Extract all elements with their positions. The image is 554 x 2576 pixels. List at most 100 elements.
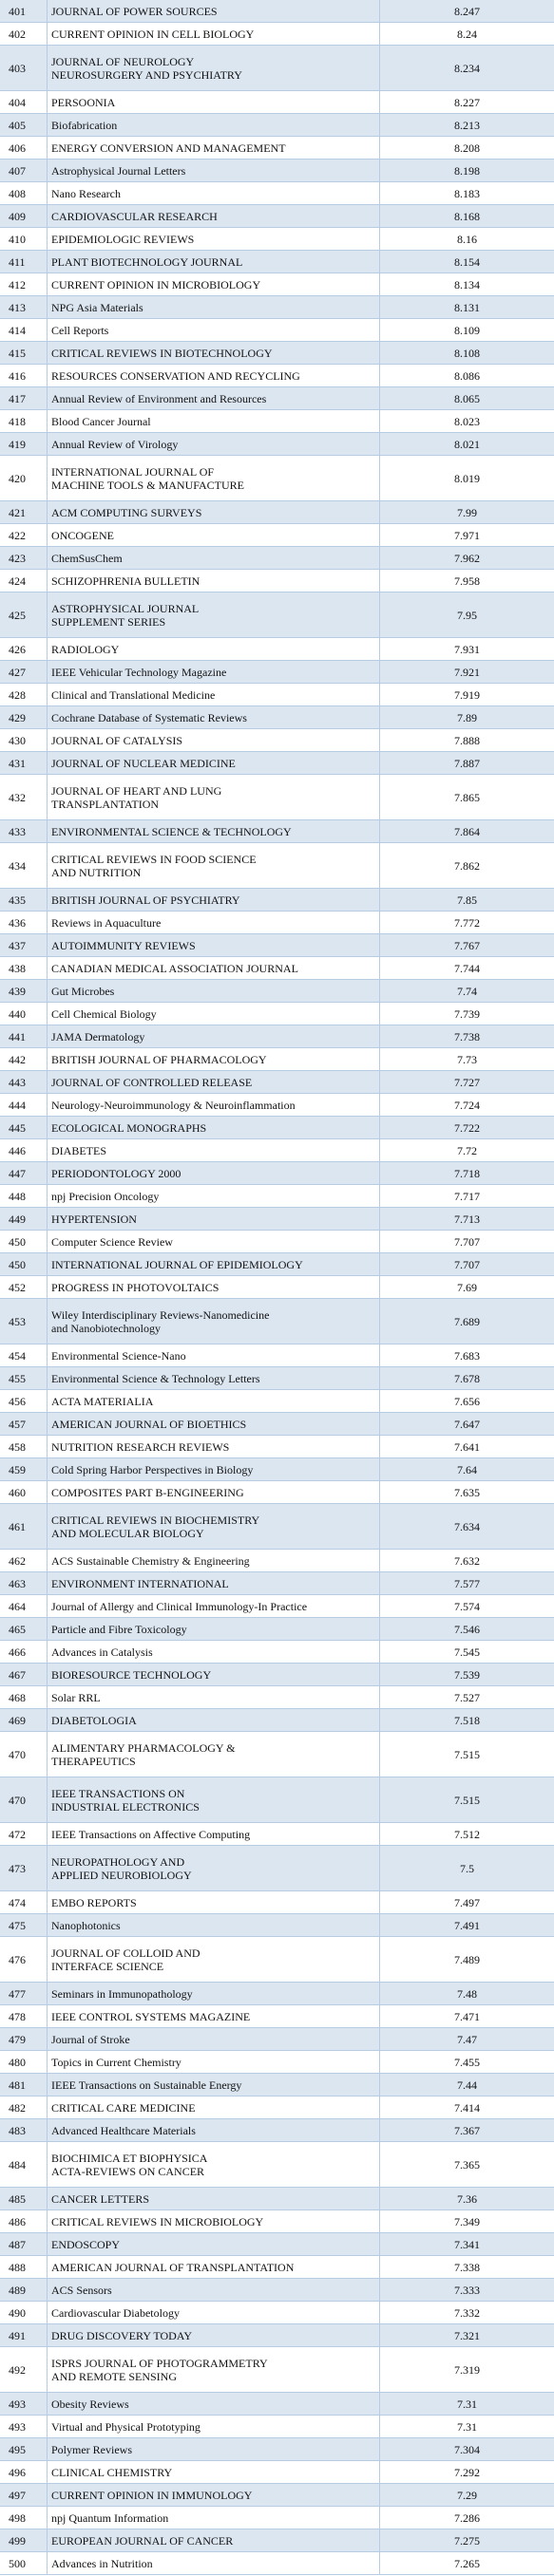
table-row: 473 NEUROPATHOLOGY AND APPLIED NEUROBIOLOG… (0, 1846, 554, 1891)
rank: 498 (9, 2510, 26, 2525)
journal-name: BIORESOURCE TECHNOLOGY (51, 1667, 212, 1682)
journal-cell: IEEE CONTROL SYSTEMS MAGAZINE (48, 2005, 380, 2027)
rank: 486 (9, 2214, 26, 2228)
journal-name: CARDIOVASCULAR RESEARCH (51, 209, 218, 223)
rank: 438 (9, 961, 26, 975)
impact-factor: 7.632 (454, 1553, 480, 1568)
table-row: 410 EPIDEMIOLOGIC REVIEWS 8.16 (0, 228, 554, 251)
journal-cell: CANCER LETTERS (48, 2188, 380, 2209)
journal-cell: NEUROPATHOLOGY AND APPLIED NEUROBIOLOGY (48, 1846, 380, 1890)
rank-cell: 433 (0, 820, 48, 842)
impact-factor: 8.086 (454, 368, 480, 383)
rank-cell: 423 (0, 547, 48, 569)
impact-factor: 7.647 (454, 1417, 480, 1431)
journal-name: Cell Reports (51, 323, 109, 337)
impact-factor: 7.512 (454, 1827, 480, 1841)
journal-name: Solar RRL (51, 1690, 101, 1704)
value-cell: 7.546 (380, 1618, 554, 1640)
journal-name: Virtual and Physical Prototyping (51, 2419, 201, 2434)
value-cell: 7.48 (380, 1983, 554, 2004)
rank-cell: 467 (0, 1664, 48, 1685)
rank: 456 (9, 1394, 26, 1408)
impact-factor: 7.767 (454, 938, 480, 952)
journal-cell: AMERICAN JOURNAL OF TRANSPLANTATION (48, 2256, 380, 2278)
value-cell: 8.131 (380, 296, 554, 318)
journal-name: PLANT BIOTECHNOLOGY JOURNAL (51, 254, 243, 269)
table-row: 493 Virtual and Physical Prototyping 7.31 (0, 2416, 554, 2438)
impact-factor: 8.109 (454, 323, 480, 337)
journal-name: ENERGY CONVERSION AND MANAGEMENT (51, 141, 286, 155)
rank-cell: 440 (0, 1003, 48, 1025)
rank-cell: 498 (0, 2507, 48, 2529)
table-row: 479 Journal of Stroke 7.47 (0, 2028, 554, 2051)
journal-name: Polymer Reviews (51, 2442, 132, 2456)
table-row: 437 AUTOIMMUNITY REVIEWS 7.767 (0, 934, 554, 957)
table-row: 447 PERIODONTOLOGY 2000 7.718 (0, 1162, 554, 1185)
journal-cell: EMBO REPORTS (48, 1891, 380, 1913)
table-row: 470 IEEE TRANSACTIONS ON INDUSTRIAL ELECTR… (0, 1777, 554, 1823)
journal-cell: Clinical and Translational Medicine (48, 684, 380, 705)
journal-cell: Cell Chemical Biology (48, 1003, 380, 1025)
table-row: 461 CRITICAL REVIEWS IN BIOCHEMISTRY AND M… (0, 1504, 554, 1550)
value-cell: 8.108 (380, 342, 554, 364)
value-cell: 7.772 (380, 912, 554, 933)
journal-cell: Wiley Interdisciplinary Reviews-Nanomedi… (48, 1299, 380, 1344)
journal-name: Advances in Nutrition (51, 2556, 153, 2570)
rank-cell: 474 (0, 1891, 48, 1913)
value-cell: 7.577 (380, 1572, 554, 1594)
rank: 437 (9, 938, 26, 952)
value-cell: 7.718 (380, 1162, 554, 1184)
table-row: 426 RADIOLOGY 7.931 (0, 638, 554, 661)
rank-cell: 412 (0, 273, 48, 295)
rank: 417 (9, 391, 26, 405)
journal-name: CURRENT OPINION IN IMMUNOLOGY (51, 2488, 253, 2502)
table-row: 422 ONCOGENE 7.971 (0, 524, 554, 547)
value-cell: 8.247 (380, 0, 554, 22)
journal-name: AMERICAN JOURNAL OF TRANSPLANTATION (51, 2260, 295, 2274)
journal-name: Topics in Current Chemistry (51, 2055, 181, 2069)
rank-cell: 469 (0, 1709, 48, 1731)
rank: 500 (9, 2556, 26, 2570)
impact-factor: 7.656 (454, 1394, 480, 1408)
rank-cell: 450 (0, 1253, 48, 1275)
value-cell: 7.767 (380, 934, 554, 956)
journal-name: Cold Spring Harbor Perspectives in Biolo… (51, 1462, 254, 1476)
rank: 413 (9, 300, 26, 314)
value-cell: 7.333 (380, 2279, 554, 2301)
rank-cell: 493 (0, 2416, 48, 2437)
rank-cell: 466 (0, 1641, 48, 1663)
rank: 418 (9, 414, 26, 428)
journal-name: NPG Asia Materials (51, 300, 143, 314)
impact-factor: 8.198 (454, 163, 480, 178)
impact-factor: 7.772 (454, 915, 480, 930)
journal-name: CURRENT OPINION IN CELL BIOLOGY (51, 27, 255, 41)
journal-cell: ENDOSCOPY (48, 2233, 380, 2255)
table-row: 498 npj Quantum Information 7.286 (0, 2507, 554, 2529)
value-cell: 7.341 (380, 2233, 554, 2255)
journal-cell: Cell Reports (48, 319, 380, 341)
table-row: 430 JOURNAL OF CATALYSIS 7.888 (0, 729, 554, 752)
journal-cell: ENERGY CONVERSION AND MANAGEMENT (48, 137, 380, 159)
journal-cell: Environmental Science-Nano (48, 1344, 380, 1366)
journal-name: Neurology-Neuroimmunology & Neuroinflamm… (51, 1098, 296, 1112)
journal-cell: DIABETOLOGIA (48, 1709, 380, 1731)
rank: 458 (9, 1439, 26, 1454)
impact-factor: 7.921 (454, 665, 480, 679)
value-cell: 7.527 (380, 1686, 554, 1708)
rank-cell: 491 (0, 2324, 48, 2346)
rank-cell: 432 (0, 775, 48, 819)
value-cell: 7.717 (380, 1185, 554, 1207)
journal-cell: NPG Asia Materials (48, 296, 380, 318)
impact-factor: 8.108 (454, 346, 480, 360)
rank: 485 (9, 2191, 26, 2206)
rank: 469 (9, 1713, 26, 1727)
value-cell: 7.304 (380, 2438, 554, 2460)
table-row: 421 ACM COMPUTING SURVEYS 7.99 (0, 501, 554, 524)
table-row: 414 Cell Reports 8.109 (0, 319, 554, 342)
journal-name: BRITISH JOURNAL OF PHARMACOLOGY (51, 1052, 267, 1066)
rank: 453 (9, 1314, 26, 1328)
rank-cell: 475 (0, 1914, 48, 1936)
rank-cell: 500 (0, 2552, 48, 2574)
impact-factor: 7.338 (454, 2260, 480, 2274)
